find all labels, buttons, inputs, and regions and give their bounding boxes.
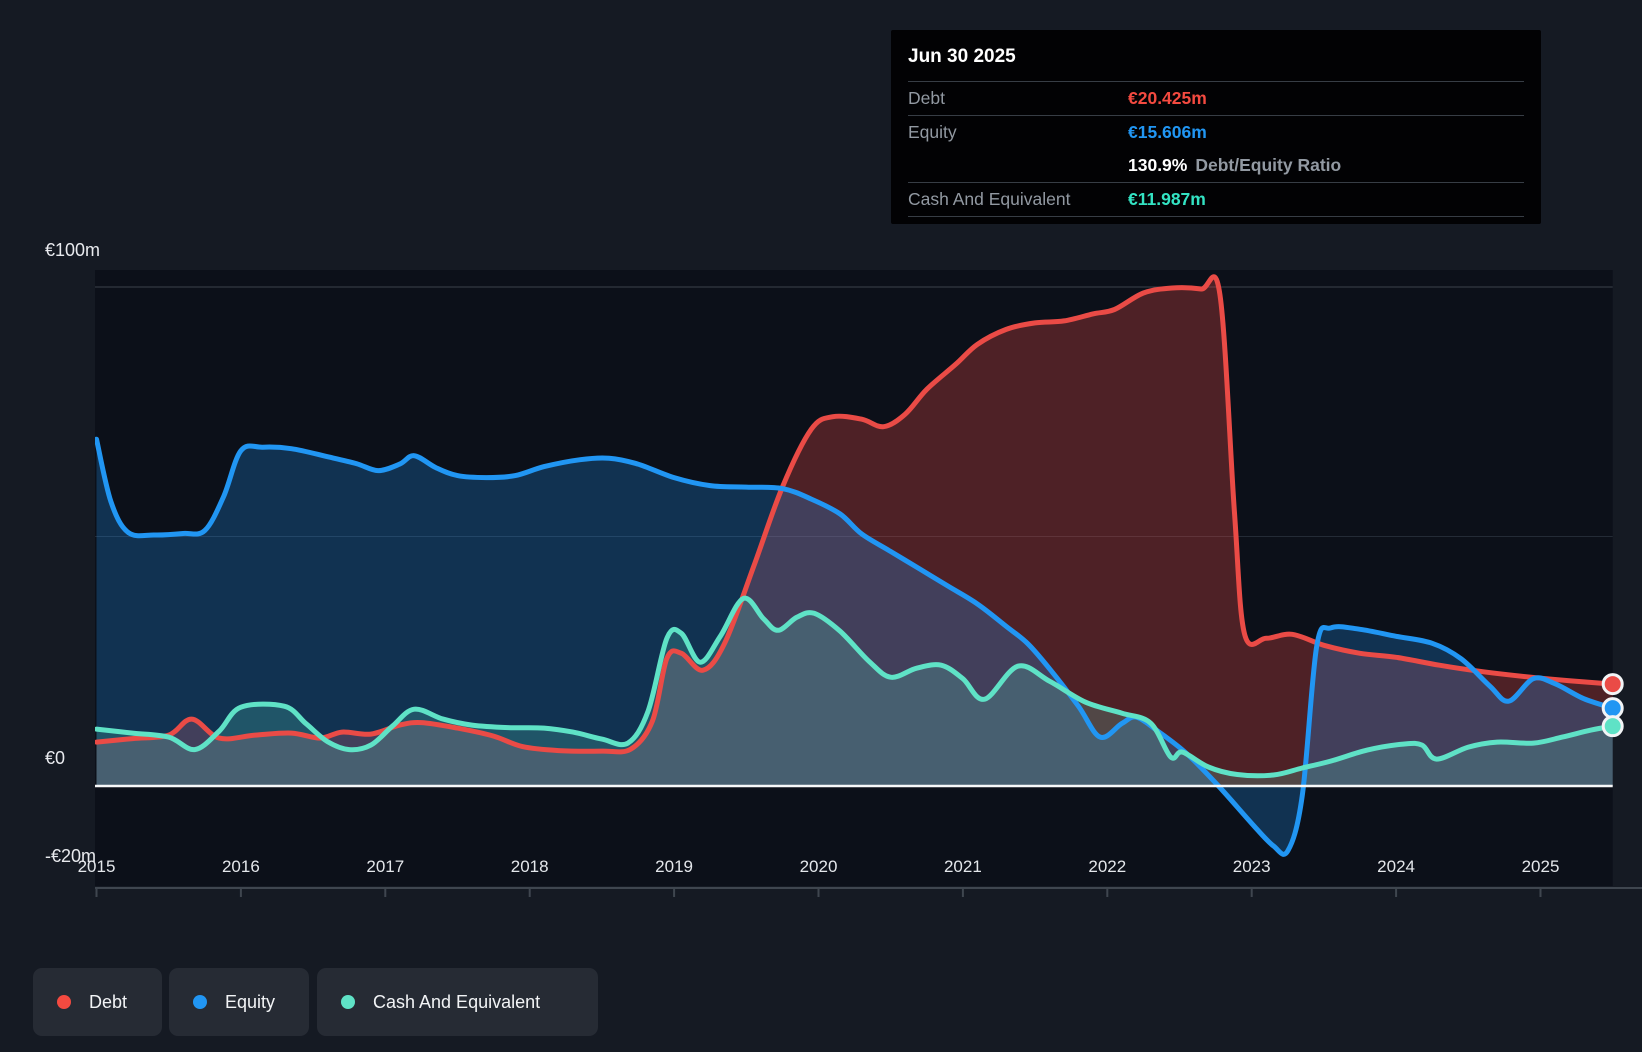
debt-line bbox=[95, 274, 1616, 755]
y-axis-label-100m: €100m bbox=[45, 240, 101, 260]
cash-area bbox=[96, 598, 1613, 786]
tooltip-row-ratio: 130.9% Debt/Equity Ratio bbox=[908, 149, 1524, 183]
x-axis-label-2023: 2023 bbox=[1232, 857, 1271, 876]
equity-end-dot[interactable] bbox=[1601, 697, 1624, 720]
legend-item-cash[interactable]: Cash And Equivalent bbox=[317, 968, 598, 1036]
tooltip-equity-label: Equity bbox=[908, 122, 957, 142]
debt-series-dot-icon bbox=[57, 995, 71, 1009]
tooltip-row-debt: Debt €20.425m bbox=[908, 82, 1524, 116]
tooltip-equity-value: €15.606m bbox=[1128, 122, 1207, 142]
y-axis-label-minus20m: -€20m bbox=[45, 846, 97, 866]
tooltip-row-cash: Cash And Equivalent €11.987m bbox=[908, 183, 1524, 217]
x-axis-label-2017: 2017 bbox=[366, 857, 405, 876]
x-axis-label-2025: 2025 bbox=[1521, 857, 1560, 876]
tooltip-cash-value: €11.987m bbox=[1128, 189, 1206, 209]
legend-debt-label: Debt bbox=[89, 991, 128, 1012]
chart-tooltip: Jun 30 2025 Debt €20.425m Equity €15.606… bbox=[891, 30, 1541, 224]
tooltip-row-equity: Equity €15.606m bbox=[908, 116, 1524, 149]
series-group bbox=[95, 274, 1616, 857]
x-axis-label-2020: 2020 bbox=[799, 857, 838, 876]
cash-series-dot-icon bbox=[341, 995, 355, 1009]
x-axis-label-2019: 2019 bbox=[655, 857, 693, 876]
x-axis-label-2015: 2015 bbox=[77, 857, 116, 876]
cash-end-dot[interactable] bbox=[1601, 715, 1624, 738]
tooltip-debt-label: Debt bbox=[908, 88, 945, 108]
equity-line bbox=[95, 436, 1616, 857]
tooltip-date: Jun 30 2025 bbox=[908, 30, 1524, 82]
legend-equity-label: Equity bbox=[225, 991, 276, 1012]
cash-line bbox=[95, 595, 1616, 779]
tooltip-cash-label: Cash And Equivalent bbox=[908, 189, 1071, 209]
tooltip-ratio-label: Debt/Equity Ratio bbox=[1195, 155, 1342, 175]
y-axis-label-0: €0 bbox=[45, 748, 66, 768]
x-axis-label-2024: 2024 bbox=[1377, 857, 1415, 876]
equity-series-dot-icon bbox=[193, 995, 207, 1009]
tooltip-ratio-value: 130.9% bbox=[1128, 155, 1188, 175]
debt-area bbox=[96, 276, 1613, 786]
x-axis-label-2016: 2016 bbox=[221, 857, 260, 876]
legend-item-equity[interactable]: Equity bbox=[169, 968, 309, 1036]
legend-cash-label: Cash And Equivalent bbox=[373, 991, 541, 1012]
x-axis-label-2018: 2018 bbox=[510, 857, 549, 876]
legend-item-debt[interactable]: Debt bbox=[33, 968, 162, 1036]
debt-end-dot[interactable] bbox=[1601, 673, 1624, 696]
x-axis-label-2022: 2022 bbox=[1088, 857, 1127, 876]
x-axis-label-2021: 2021 bbox=[943, 857, 982, 876]
plot-background bbox=[95, 270, 1613, 886]
tooltip-debt-value: €20.425m bbox=[1128, 88, 1207, 108]
